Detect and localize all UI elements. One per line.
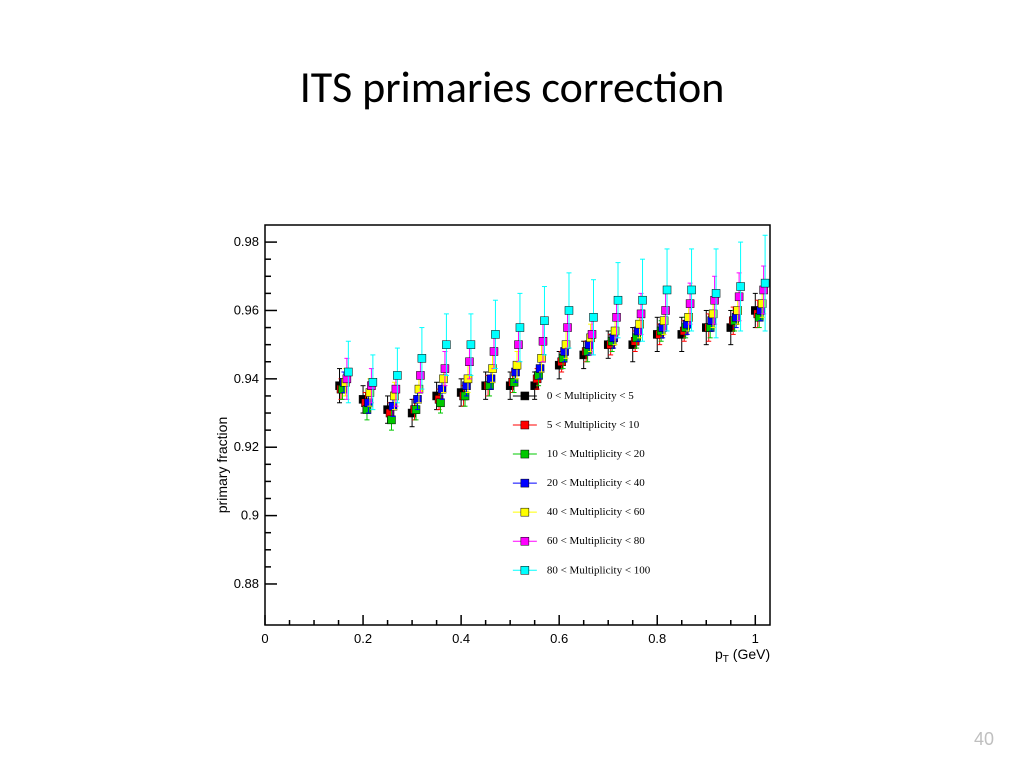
marker	[413, 395, 421, 403]
primary-fraction-chart: 00.20.40.60.810.880.90.920.940.960.98pT …	[210, 220, 790, 660]
xtick-label: 0.6	[550, 631, 568, 646]
ytick-label: 0.98	[234, 234, 259, 249]
marker	[539, 337, 547, 345]
marker	[418, 354, 426, 362]
xtick-label: 0.2	[354, 631, 372, 646]
marker	[442, 341, 450, 349]
marker	[589, 313, 597, 321]
marker	[588, 330, 596, 338]
marker	[662, 306, 670, 314]
marker	[663, 286, 671, 294]
marker	[761, 279, 769, 287]
marker	[369, 378, 377, 386]
legend-label: 60 < Multiplicity < 80	[547, 535, 645, 547]
marker	[688, 286, 696, 294]
marker	[712, 289, 720, 297]
marker	[392, 385, 400, 393]
marker	[735, 293, 743, 301]
legend-marker	[521, 508, 529, 516]
legend-label: 10 < Multiplicity < 20	[547, 448, 645, 460]
marker	[613, 313, 621, 321]
marker	[416, 371, 424, 379]
marker	[538, 354, 546, 362]
marker	[540, 317, 548, 325]
legend-label: 5 < Multiplicity < 10	[547, 419, 640, 431]
legend-marker	[521, 421, 529, 429]
xtick-label: 0	[261, 631, 268, 646]
legend-marker	[521, 392, 529, 400]
marker	[637, 310, 645, 318]
marker	[438, 385, 446, 393]
marker	[639, 296, 647, 304]
xtick-label: 0.4	[452, 631, 470, 646]
chart-svg: 00.20.40.60.810.880.90.920.940.960.98pT …	[210, 220, 790, 660]
legend-marker	[521, 450, 529, 458]
marker	[387, 416, 395, 424]
xtick-label: 1	[752, 631, 759, 646]
marker	[536, 365, 544, 373]
ytick-label: 0.92	[234, 439, 259, 454]
xlabel: pT (GeV)	[715, 646, 770, 665]
ytick-label: 0.9	[241, 508, 259, 523]
page-title: ITS primaries correction	[0, 60, 1024, 114]
marker	[439, 375, 447, 383]
marker	[465, 358, 473, 366]
marker	[344, 368, 352, 376]
marker	[565, 306, 573, 314]
marker	[514, 341, 522, 349]
legend-label: 0 < Multiplicity < 5	[547, 390, 634, 402]
marker	[516, 324, 524, 332]
marker	[437, 399, 445, 407]
marker	[614, 296, 622, 304]
marker	[487, 375, 495, 383]
legend-label: 20 < Multiplicity < 40	[547, 477, 645, 489]
legend-marker	[521, 479, 529, 487]
legend-marker	[521, 537, 529, 545]
ytick-label: 0.94	[234, 371, 259, 386]
legend-label: 80 < Multiplicity < 100	[547, 564, 651, 576]
marker	[467, 341, 475, 349]
xtick-label: 0.8	[648, 631, 666, 646]
legend-marker	[521, 566, 529, 574]
marker	[490, 347, 498, 355]
ytick-label: 0.96	[234, 302, 259, 317]
marker	[491, 330, 499, 338]
marker	[686, 300, 694, 308]
ylabel: primary fraction	[214, 417, 230, 513]
marker	[513, 361, 521, 369]
marker	[441, 365, 449, 373]
ytick-label: 0.88	[234, 576, 259, 591]
marker	[393, 371, 401, 379]
page-number: 40	[974, 729, 994, 750]
marker	[564, 324, 572, 332]
marker	[737, 283, 745, 291]
legend-label: 40 < Multiplicity < 60	[547, 506, 645, 518]
